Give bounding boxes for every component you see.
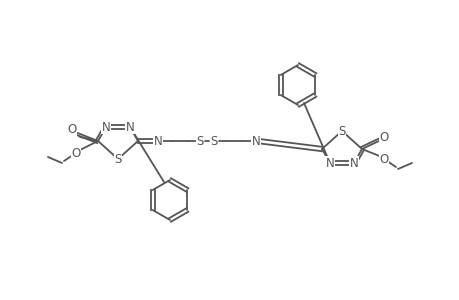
Text: O: O bbox=[67, 122, 77, 136]
Text: N: N bbox=[153, 134, 162, 148]
Text: N: N bbox=[325, 157, 334, 169]
Text: S: S bbox=[210, 134, 217, 148]
Text: S: S bbox=[196, 134, 203, 148]
Text: N: N bbox=[125, 121, 134, 134]
Text: N: N bbox=[101, 121, 110, 134]
Text: N: N bbox=[349, 157, 358, 169]
Text: O: O bbox=[379, 130, 388, 143]
Text: S: S bbox=[114, 152, 122, 166]
Text: O: O bbox=[379, 152, 388, 166]
Text: O: O bbox=[71, 146, 80, 160]
Text: N: N bbox=[251, 134, 260, 148]
Text: S: S bbox=[337, 124, 345, 137]
